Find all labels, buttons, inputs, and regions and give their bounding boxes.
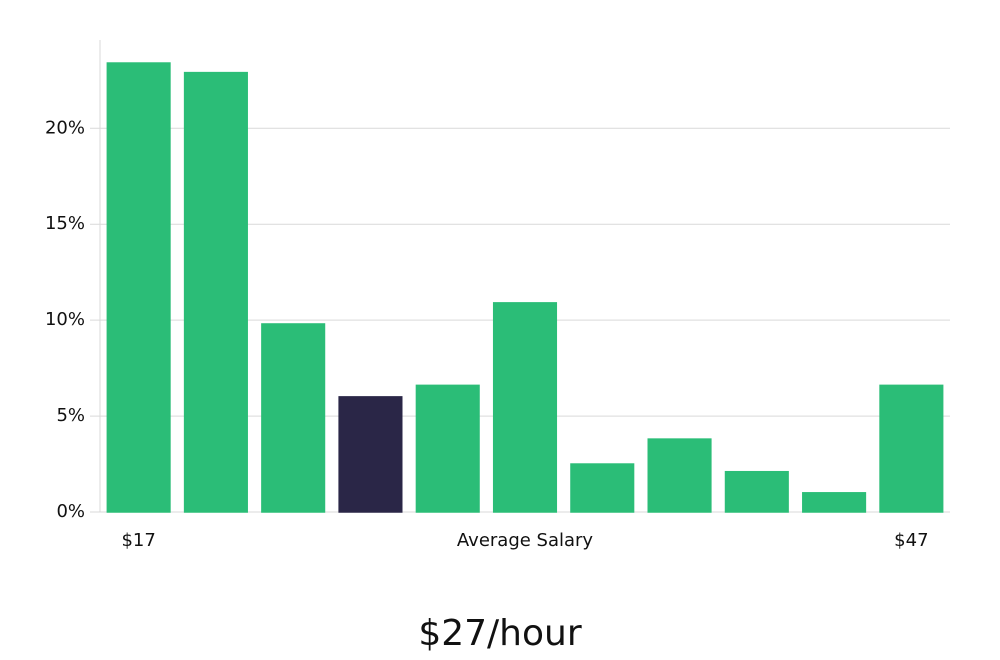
bar [415,384,480,513]
bar [106,62,171,513]
x-tick-label: $17 [121,530,155,551]
y-tick-label: 10% [45,309,85,330]
y-tick-label: 0% [56,501,85,522]
bar [261,323,326,513]
bar [183,71,248,513]
bar [724,470,789,513]
bar [647,438,712,513]
bar [879,384,944,513]
bar [338,396,403,513]
bar [492,302,558,513]
y-tick-label: 5% [56,405,85,426]
y-tick-label: 20% [45,117,85,138]
y-tick-label: 15% [45,213,85,234]
bar [570,463,635,513]
bar [802,492,867,513]
annotation: $27/hour [418,613,582,654]
x-axis-label: Average Salary [457,530,594,551]
x-tick-label: $47 [894,530,928,551]
